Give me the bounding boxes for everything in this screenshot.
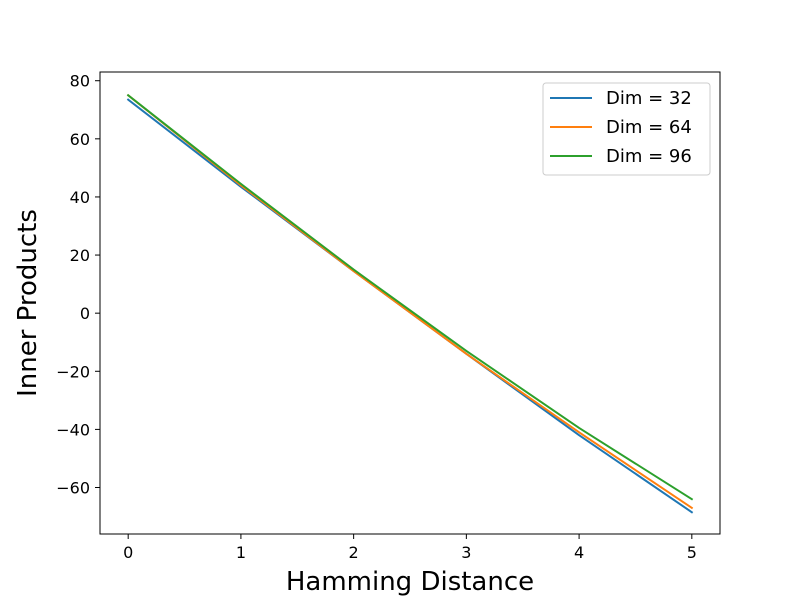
legend: Dim = 32 Dim = 64 Dim = 96: [542, 82, 711, 176]
y-axis-label: Inner Products: [13, 209, 43, 397]
x-tick-label: 1: [236, 543, 246, 562]
y-tick-label: 60: [70, 130, 90, 149]
legend-box: [542, 82, 711, 176]
series-lines: [126, 93, 694, 514]
x-tick-label: 2: [349, 543, 359, 562]
legend-label-1: Dim = 32: [606, 88, 692, 109]
series-line-3: [126, 93, 694, 501]
y-tick-label: 40: [70, 188, 90, 207]
x-tick-label: 4: [574, 543, 584, 562]
x-axis-label: Hamming Distance: [286, 567, 534, 597]
x-tick-label: 3: [461, 543, 471, 562]
x-axis-ticks: 0 1 2 3 4 5: [123, 534, 697, 562]
y-tick-label: 20: [70, 246, 90, 265]
y-tick-label: 0: [80, 304, 90, 323]
y-tick-label: 80: [70, 72, 90, 91]
y-tick-label: −40: [56, 420, 90, 439]
x-tick-label: 0: [123, 543, 133, 562]
y-axis-ticks: 80 60 40 20 0 −20 −40 −60: [56, 72, 100, 498]
y-tick-label: −60: [56, 479, 90, 498]
legend-label-3: Dim = 96: [606, 146, 692, 167]
x-tick-label: 5: [687, 543, 697, 562]
y-tick-label: −20: [56, 362, 90, 381]
legend-label-2: Dim = 64: [606, 117, 692, 138]
